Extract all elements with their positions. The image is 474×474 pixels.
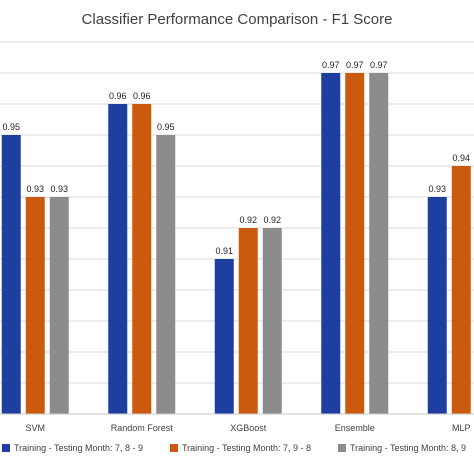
legend-swatch [338, 444, 346, 452]
data-label: 0.97 [346, 60, 364, 70]
bar [108, 104, 128, 414]
data-label: 0.91 [215, 246, 233, 256]
data-label: 0.93 [26, 184, 44, 194]
legend-swatch [2, 444, 10, 452]
legend-label: Training - Testing Month: 8, 9 [350, 443, 466, 453]
x-tick-label: Random Forest [111, 423, 174, 433]
x-tick-label: MLP [452, 423, 471, 433]
x-tick-labels: SVM Random Forest XGBoost Ensemble MLP [25, 423, 470, 433]
data-labels: 0.95 0.93 0.93 0.96 0.96 0.95 0.91 0.92 0.92 0.97… [2, 60, 470, 256]
bar [427, 197, 447, 414]
data-label: 0.93 [50, 184, 68, 194]
legend: Training - Testing Month: 7, 8 - 9 Traini… [2, 443, 466, 453]
data-label: 0.93 [428, 184, 446, 194]
legend-label: Training - Testing Month: 7, 8 - 9 [14, 443, 143, 453]
legend-label: Training - Testing Month: 7, 9 - 8 [182, 443, 311, 453]
bar [156, 135, 176, 414]
data-label: 0.92 [239, 215, 257, 225]
x-tick-label: SVM [25, 423, 45, 433]
x-tick-label: XGBoost [230, 423, 267, 433]
gridlines [0, 41, 474, 384]
bar [262, 228, 282, 414]
bar [214, 259, 234, 414]
chart-title: Classifier Performance Comparison - F1 S… [82, 11, 393, 28]
data-label: 0.95 [157, 122, 175, 132]
data-label: 0.97 [370, 60, 388, 70]
bar [451, 166, 471, 414]
bar [321, 73, 341, 414]
bar [25, 197, 45, 414]
bar [369, 73, 389, 414]
bar [49, 197, 69, 414]
data-label: 0.92 [263, 215, 281, 225]
legend-swatch [170, 444, 178, 452]
bar [238, 228, 258, 414]
data-label: 0.96 [133, 91, 151, 101]
data-label: 0.95 [2, 122, 20, 132]
bar [132, 104, 152, 414]
data-label: 0.97 [322, 60, 340, 70]
bar [345, 73, 365, 414]
bar [1, 135, 21, 414]
data-label: 0.96 [109, 91, 127, 101]
x-tick-label: Ensemble [335, 423, 375, 433]
data-label: 0.94 [452, 153, 470, 163]
bars [1, 73, 471, 414]
